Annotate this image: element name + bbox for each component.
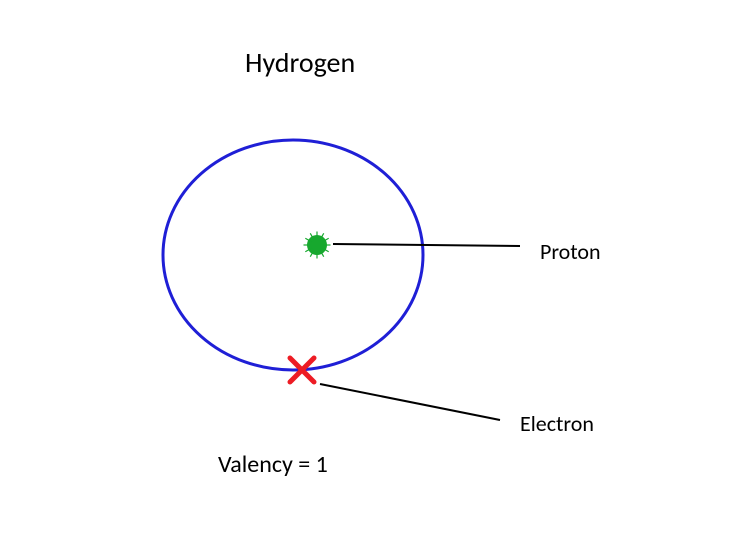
valency-label: Valency = 1 — [218, 450, 328, 479]
electron-leader-line — [320, 384, 500, 420]
proton-label: Proton — [540, 238, 601, 265]
proton-leader-line — [333, 244, 520, 246]
proton-dot — [304, 232, 331, 259]
electron-label: Electron — [520, 410, 594, 437]
diagram-title: Hydrogen — [245, 45, 355, 80]
atom-diagram-svg — [0, 0, 741, 547]
orbit-shell — [163, 140, 423, 370]
